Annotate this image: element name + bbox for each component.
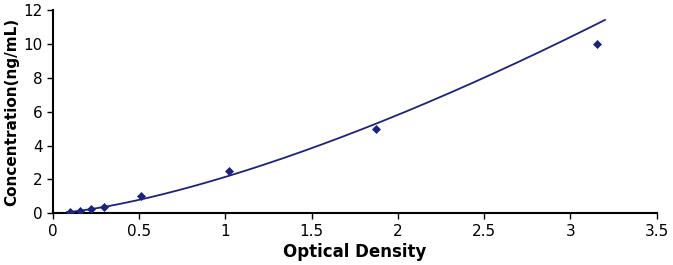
Y-axis label: Concentration(ng/mL): Concentration(ng/mL) [4,18,19,206]
X-axis label: Optical Density: Optical Density [283,243,427,261]
